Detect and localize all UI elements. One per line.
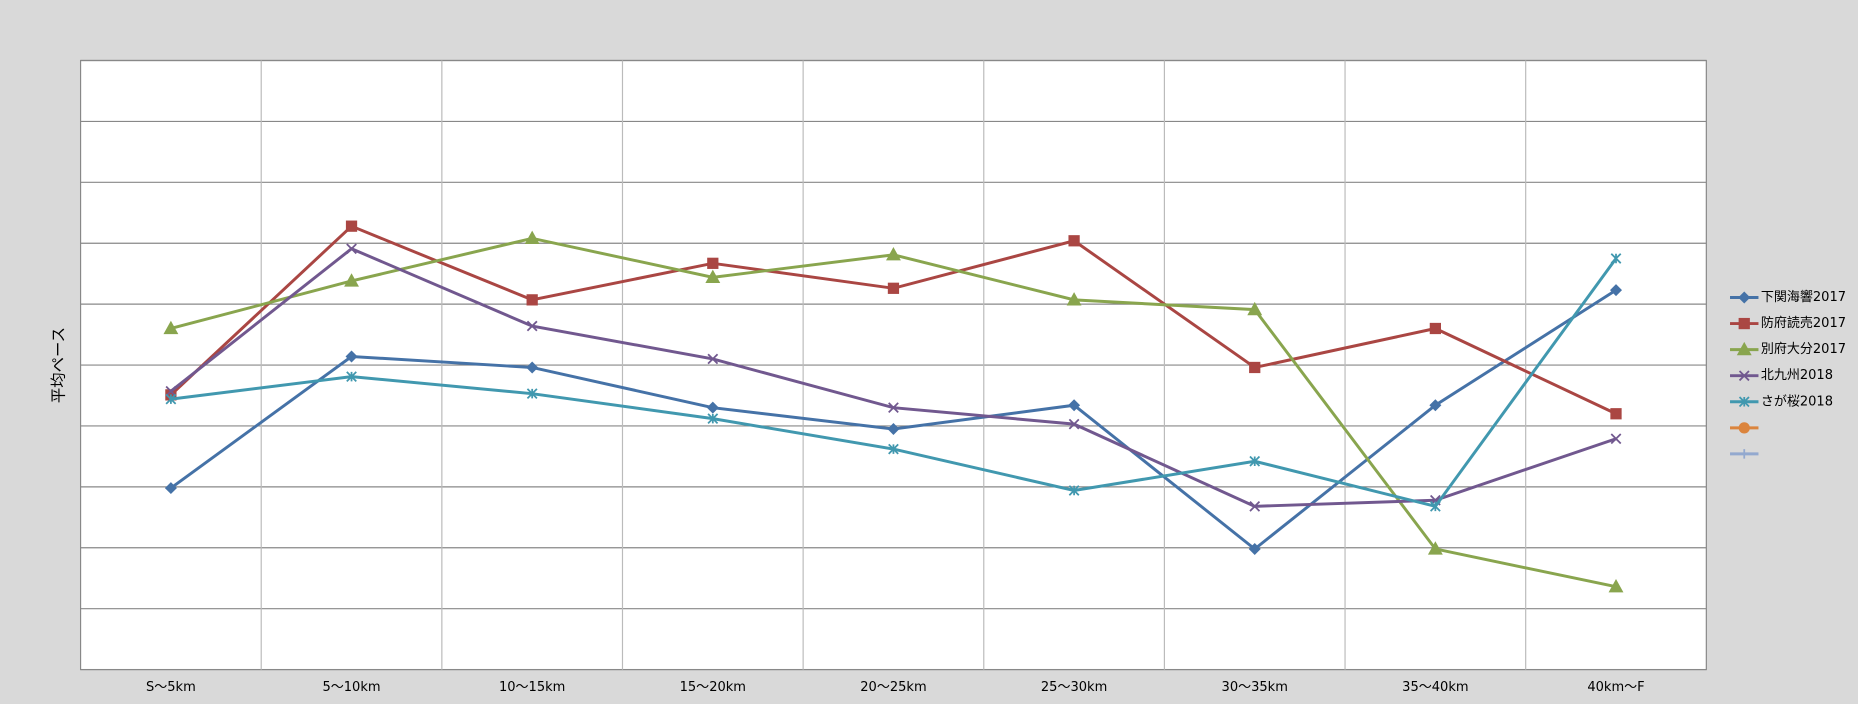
marker — [345, 220, 358, 232]
marker — [526, 294, 538, 306]
marker — [1249, 500, 1261, 512]
marker — [1429, 322, 1441, 335]
marker — [888, 402, 899, 414]
marker — [344, 273, 359, 287]
marker — [886, 247, 901, 261]
x-tick-label: 10〜15km — [499, 680, 565, 695]
x-tick-label: 35〜40km — [1402, 680, 1468, 695]
marker — [1429, 500, 1441, 512]
marker — [887, 422, 900, 435]
marker — [1247, 301, 1263, 316]
marker — [707, 257, 719, 269]
marker — [526, 361, 539, 374]
marker — [1068, 399, 1081, 412]
marker — [1738, 370, 1750, 382]
marker — [1249, 455, 1261, 467]
marker — [524, 230, 540, 244]
x-tick-label: 15〜20km — [680, 680, 746, 695]
x-tick-label: 20〜25km — [860, 680, 926, 695]
marker — [165, 393, 177, 405]
marker — [1738, 317, 1750, 330]
x-tick-label: 25〜30km — [1041, 680, 1107, 695]
marker — [1738, 396, 1750, 408]
marker — [1068, 485, 1080, 496]
x-tick-label: S〜5km — [146, 680, 196, 695]
marker — [526, 388, 538, 400]
marker — [888, 443, 899, 455]
x-tick-label: 5〜10km — [322, 680, 380, 695]
marker — [1736, 341, 1752, 356]
marker — [887, 282, 900, 294]
marker — [1738, 422, 1750, 434]
legend-label: 北九州2018 — [1761, 368, 1833, 383]
marker — [1066, 292, 1082, 306]
marker — [1738, 291, 1751, 304]
marker — [346, 371, 357, 382]
legend-label: 別府大分2017 — [1761, 342, 1846, 357]
marker — [1249, 361, 1261, 374]
marker — [1429, 399, 1442, 412]
marker — [1610, 408, 1622, 420]
marker — [165, 385, 177, 397]
marker — [1610, 284, 1623, 297]
marker — [163, 320, 179, 335]
marker — [164, 482, 177, 495]
marker — [705, 269, 721, 283]
marker — [1739, 449, 1749, 459]
x-tick-label: 40km〜F — [1587, 680, 1644, 695]
marker — [1427, 541, 1443, 555]
marker — [1068, 418, 1080, 430]
legend-label: 下関海響2017 — [1761, 289, 1846, 305]
marker — [1068, 235, 1080, 247]
marker — [1608, 578, 1624, 593]
marker — [346, 243, 357, 255]
marker — [707, 353, 719, 365]
legend-label: さが桜2018 — [1761, 394, 1833, 409]
marker — [1610, 253, 1622, 264]
marker — [1248, 542, 1261, 555]
marker — [1610, 433, 1622, 445]
marker — [707, 413, 719, 425]
marker — [706, 401, 719, 414]
x-tick-label: 30〜35km — [1222, 680, 1288, 695]
marker — [345, 350, 358, 363]
y-axis-title: 平均ペース — [50, 327, 68, 403]
legend-label: 防府読売2017 — [1761, 315, 1846, 331]
marker — [526, 320, 538, 332]
